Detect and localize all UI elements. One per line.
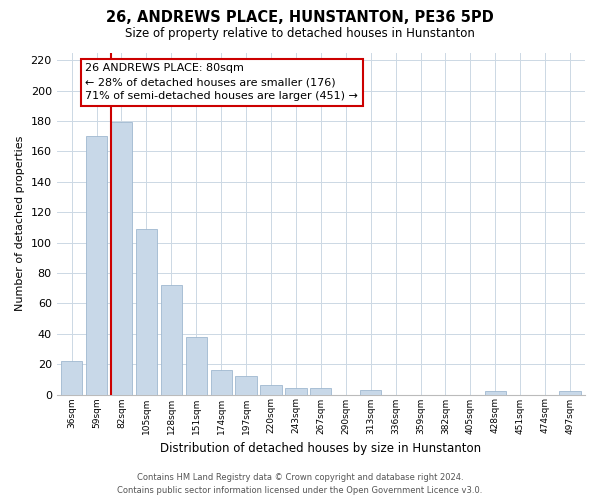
X-axis label: Distribution of detached houses by size in Hunstanton: Distribution of detached houses by size … [160,442,481,455]
Bar [136,229,157,394]
Bar [286,388,307,394]
Bar [211,370,232,394]
Bar [485,392,506,394]
Bar [111,122,132,394]
Text: 26 ANDREWS PLACE: 80sqm
← 28% of detached houses are smaller (176)
71% of semi-d: 26 ANDREWS PLACE: 80sqm ← 28% of detache… [85,63,358,101]
Bar [360,390,381,394]
Bar [161,285,182,395]
Text: Size of property relative to detached houses in Hunstanton: Size of property relative to detached ho… [125,28,475,40]
Bar [260,386,281,394]
Bar [559,392,581,394]
Bar [185,337,207,394]
Text: Contains HM Land Registry data © Crown copyright and database right 2024.
Contai: Contains HM Land Registry data © Crown c… [118,474,482,495]
Bar [86,136,107,394]
Text: 26, ANDREWS PLACE, HUNSTANTON, PE36 5PD: 26, ANDREWS PLACE, HUNSTANTON, PE36 5PD [106,10,494,25]
Bar [61,361,82,394]
Bar [310,388,331,394]
Bar [235,376,257,394]
Y-axis label: Number of detached properties: Number of detached properties [15,136,25,311]
